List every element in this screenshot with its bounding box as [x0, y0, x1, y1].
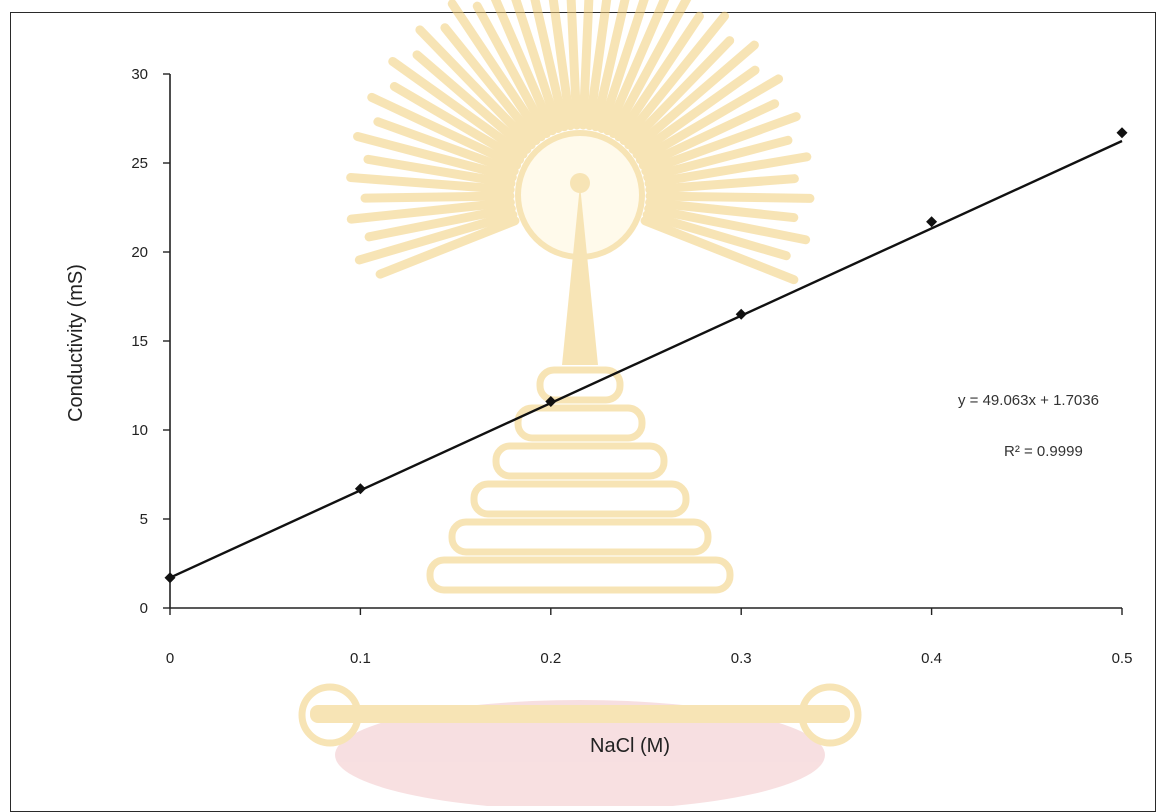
emblem-ray — [511, 0, 563, 133]
emblem-ray — [643, 135, 793, 182]
emblem-ray — [645, 174, 799, 195]
y-axis-title: Conductivity (mS) — [65, 264, 87, 422]
emblem-bar — [310, 705, 850, 723]
emblem-ray — [624, 36, 735, 150]
emblem-ray — [591, 0, 630, 132]
emblem-spire — [562, 185, 598, 365]
data-point — [926, 216, 938, 228]
y-tick-label: 20 — [131, 244, 148, 261]
emblem-tier — [492, 442, 668, 480]
emblem-ray — [619, 11, 730, 146]
emblem-ray — [566, 0, 582, 130]
x-tick-label: 0.3 — [731, 650, 752, 667]
x-tick-label: 0.4 — [921, 650, 942, 667]
emblem-tier — [536, 366, 624, 404]
data-point — [164, 572, 176, 584]
trendline-equation: y = 49.063x + 1.7036 — [958, 392, 1099, 409]
emblem-ray — [628, 40, 759, 154]
emblem-scroll-right — [798, 683, 862, 747]
y-tick-label: 5 — [140, 511, 148, 528]
r-squared-label: R² = 0.9999 — [1004, 443, 1083, 460]
data-series — [164, 127, 1128, 584]
y-tick-label: 15 — [131, 333, 148, 350]
emblem-ray — [346, 173, 515, 195]
emblem-ray — [412, 50, 532, 154]
emblem-ray — [388, 56, 528, 159]
emblem-scroll-left — [298, 683, 362, 747]
emblem-ray — [597, 0, 649, 133]
y-tick-label: 0 — [140, 600, 148, 617]
y-tick-label: 10 — [131, 422, 148, 439]
x-axis-title: NaCl (M) — [590, 735, 670, 757]
emblem-ray — [490, 0, 557, 136]
emblem-tier — [514, 404, 646, 442]
emblem-ray — [642, 210, 791, 261]
emblem-ray — [578, 0, 594, 130]
emblem-ray — [375, 216, 520, 279]
data-point — [735, 308, 747, 320]
emblem-tier — [448, 518, 712, 556]
emblem-ray — [640, 216, 799, 285]
emblem-ray — [608, 0, 692, 139]
emblem-ray — [603, 0, 670, 136]
emblem-base — [335, 700, 825, 806]
emblem-ray — [353, 132, 517, 182]
emblem-ray — [614, 11, 704, 142]
emblem-ray — [632, 65, 760, 159]
x-tick-label: 0.1 — [350, 650, 371, 667]
emblem-ray — [584, 0, 612, 131]
emblem-ray — [415, 25, 536, 150]
emblem-ray — [638, 99, 780, 170]
axis-ticks: 0 5 10 15 20 25 30 0 0.1 0.2 0.3 0.4 0.5 — [131, 66, 1132, 667]
emblem-ray — [447, 0, 546, 142]
y-tick-label: 25 — [131, 155, 148, 172]
emblem-ray — [645, 197, 799, 223]
emblem-ray — [363, 154, 516, 188]
emblem-ray — [530, 0, 569, 132]
x-tick-label: 0.5 — [1112, 650, 1133, 667]
emblem-tier — [426, 556, 734, 594]
emblem-orb — [570, 173, 590, 193]
data-point — [545, 396, 557, 408]
data-point — [1116, 127, 1128, 139]
emblem-ray — [389, 82, 525, 165]
emblem-ray — [635, 74, 784, 165]
emblem-ray — [354, 210, 518, 265]
data-point — [354, 483, 366, 495]
x-tick-label: 0 — [166, 650, 174, 667]
emblem-ray — [644, 204, 811, 245]
emblem-tier — [470, 480, 690, 518]
emblem-ray — [645, 191, 815, 203]
emblem-ray — [364, 204, 516, 242]
emblem-ray — [373, 117, 519, 176]
y-tick-label: 30 — [131, 66, 148, 83]
emblem-ray — [548, 0, 576, 131]
emblem-ray — [360, 191, 515, 203]
university-emblem-watermark — [298, 0, 862, 806]
x-tick-label: 0.2 — [540, 650, 561, 667]
emblem-ray — [641, 112, 801, 176]
emblem-ray — [346, 197, 515, 224]
emblem-ray — [644, 152, 812, 188]
emblem-ray — [440, 23, 541, 146]
trendline — [169, 139, 1123, 579]
emblem-ray — [367, 92, 522, 170]
emblem-ray — [472, 1, 552, 139]
